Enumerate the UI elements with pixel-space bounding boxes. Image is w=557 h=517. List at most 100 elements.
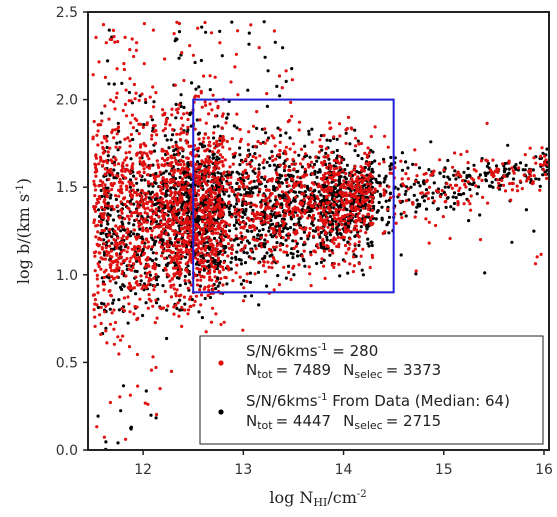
- data-point-red: [152, 262, 157, 266]
- data-point-black: [531, 168, 535, 172]
- data-point-black: [325, 238, 329, 242]
- data-point-black: [281, 229, 285, 233]
- data-point-red: [259, 221, 263, 225]
- data-point-red: [364, 191, 368, 196]
- data-point-red: [323, 276, 327, 280]
- data-point-black: [112, 298, 116, 302]
- data-point-black: [353, 128, 357, 132]
- data-point-red: [144, 195, 148, 199]
- data-point-red: [278, 243, 282, 248]
- data-point-red: [121, 269, 125, 273]
- data-point-red: [544, 158, 548, 162]
- data-point-red: [297, 120, 302, 124]
- data-point-red: [298, 162, 303, 166]
- data-point-red: [197, 268, 202, 272]
- data-point-red: [231, 162, 235, 166]
- data-point-red: [256, 216, 261, 220]
- data-point-black: [384, 199, 388, 203]
- data-point-red: [216, 258, 220, 262]
- data-point-red: [400, 216, 404, 220]
- data-point-black: [189, 124, 193, 128]
- data-point-red: [402, 184, 406, 188]
- data-point-red: [427, 185, 432, 189]
- data-point-red: [353, 224, 357, 228]
- data-point-black: [149, 413, 153, 417]
- data-point-red: [334, 213, 338, 217]
- data-point-red: [151, 212, 155, 216]
- data-point-black: [144, 301, 148, 305]
- data-point-black: [427, 168, 431, 172]
- data-point-red: [303, 167, 307, 171]
- data-point-red: [153, 235, 157, 239]
- data-point-red: [127, 345, 132, 349]
- data-point-red: [509, 198, 513, 202]
- data-point-red: [143, 207, 147, 211]
- data-point-red: [130, 166, 134, 170]
- data-point-red: [178, 208, 182, 212]
- data-point-red: [127, 99, 131, 103]
- data-point-red: [299, 180, 303, 184]
- data-point-black: [429, 140, 433, 144]
- data-point-red: [145, 165, 149, 169]
- data-point-red: [200, 159, 204, 163]
- data-point-red: [101, 180, 105, 184]
- data-point-red: [208, 212, 212, 216]
- data-point-red: [282, 250, 286, 254]
- data-point-red: [267, 188, 271, 192]
- data-point-red: [484, 158, 488, 162]
- data-point-red: [113, 40, 117, 44]
- data-point-black: [175, 306, 179, 311]
- data-point-red: [285, 244, 289, 248]
- data-point-red: [212, 205, 216, 209]
- data-point-red: [209, 258, 213, 262]
- data-point-red: [218, 226, 222, 230]
- data-point-red: [348, 237, 352, 241]
- data-point-red: [121, 259, 125, 263]
- data-point-red: [224, 276, 228, 280]
- data-point-red: [266, 179, 270, 183]
- data-point-red: [168, 224, 172, 228]
- data-point-red: [115, 232, 119, 236]
- data-point-red: [109, 167, 113, 171]
- data-point-red: [146, 173, 150, 177]
- data-point-red: [185, 156, 189, 160]
- data-point-red: [249, 256, 253, 260]
- data-point-red: [247, 130, 251, 134]
- data-point-red: [154, 272, 158, 277]
- data-point-black: [372, 204, 376, 208]
- data-point-black: [486, 171, 490, 175]
- data-point-red: [149, 163, 153, 168]
- data-point-red: [131, 265, 135, 270]
- data-point-red: [129, 256, 133, 260]
- data-point-red: [104, 189, 108, 193]
- data-point-red: [107, 177, 111, 181]
- data-point-black: [274, 198, 278, 202]
- data-point-black: [451, 195, 455, 199]
- data-point-red: [176, 153, 180, 157]
- data-point-red: [209, 320, 214, 324]
- data-point-red: [238, 236, 242, 240]
- data-point-red: [322, 249, 326, 253]
- data-point-red: [169, 164, 173, 168]
- data-point-black: [120, 220, 124, 224]
- data-point-red: [137, 98, 141, 102]
- data-point-red: [133, 252, 137, 256]
- data-point-black: [242, 279, 246, 283]
- data-point-red: [180, 215, 184, 219]
- data-point-red: [242, 286, 246, 290]
- data-point-red: [153, 193, 157, 197]
- data-point-black: [325, 235, 329, 239]
- data-point-black: [217, 252, 221, 256]
- data-point-red: [346, 228, 350, 232]
- data-point-black: [319, 134, 323, 138]
- data-point-red: [208, 278, 212, 282]
- data-point-red: [221, 213, 225, 217]
- data-point-black: [383, 176, 387, 180]
- data-point-red: [303, 240, 307, 244]
- data-point-black: [148, 257, 152, 261]
- data-point-black: [144, 100, 148, 105]
- data-point-red: [247, 201, 251, 206]
- data-point-red: [214, 114, 218, 118]
- data-point-black: [268, 156, 272, 160]
- data-point-black: [361, 273, 365, 277]
